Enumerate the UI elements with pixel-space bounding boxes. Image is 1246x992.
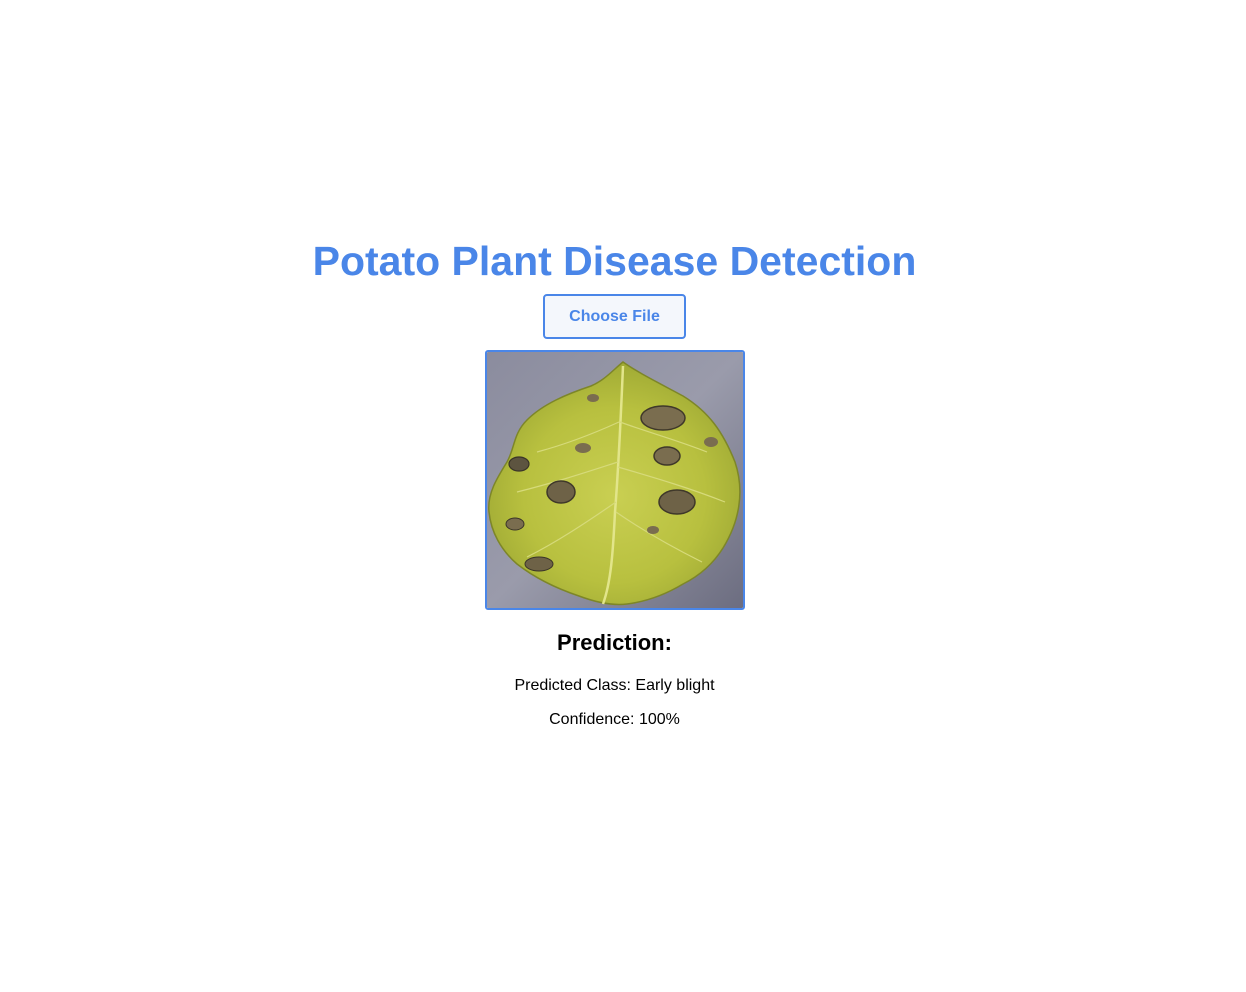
leaf-image bbox=[487, 352, 743, 608]
predicted-class-text: Predicted Class: Early blight bbox=[514, 677, 715, 694]
confidence-text: Confidence: 100% bbox=[549, 711, 680, 728]
prediction-heading: Prediction: bbox=[557, 630, 672, 655]
uploaded-image-preview bbox=[485, 350, 745, 610]
page-title: Potato Plant Disease Detection bbox=[312, 238, 917, 284]
choose-file-button[interactable]: Choose File bbox=[543, 294, 686, 339]
